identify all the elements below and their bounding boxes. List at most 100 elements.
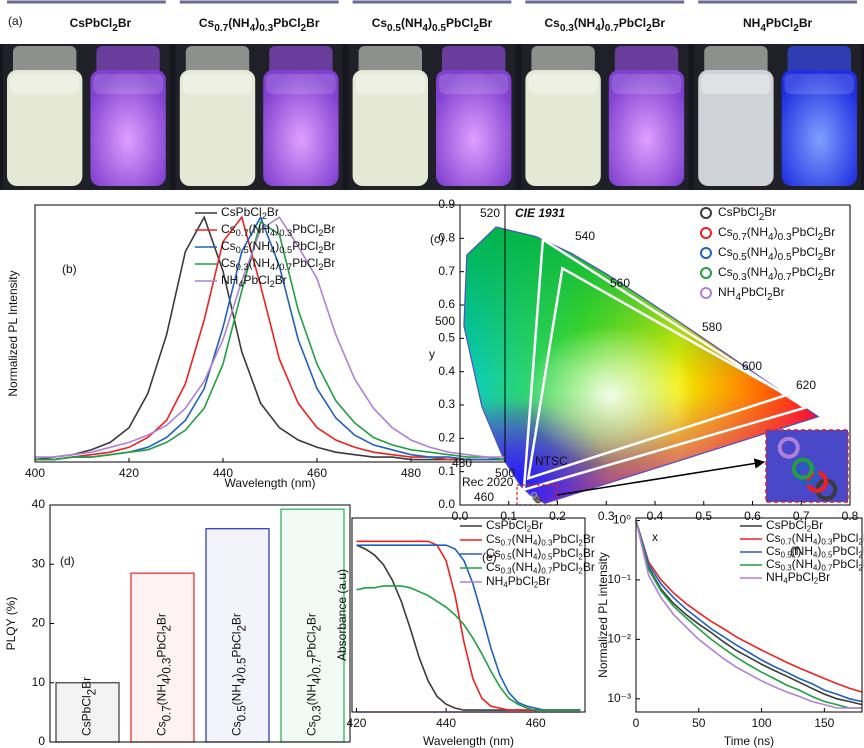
wavelength-label: 460 [474, 490, 494, 504]
legend-label: Cs0.7(NH4)0.3PbCl2Br [486, 532, 595, 547]
vial-glass [355, 74, 425, 94]
bar [130, 572, 195, 743]
series-line [35, 220, 506, 461]
x-tick-label: 460 [307, 466, 327, 480]
rec2020-triangle [522, 237, 809, 492]
wavelength-label: 540 [575, 229, 595, 243]
panel: 0 50 100 150 10⁰ 10⁻¹ 10⁻² 10⁻³ Time (ns) Normali… [596, 513, 864, 748]
x-axis-title: Time (ns) [724, 734, 774, 748]
y-tick-label: 0.7 [438, 264, 455, 278]
y-tick-label: 10⁻³ [607, 691, 631, 705]
legend-marker [700, 227, 712, 239]
y-tick-label: 0.8 [438, 231, 455, 245]
panel-label: (b) [62, 262, 77, 276]
x-tick-label: 0.8 [842, 509, 859, 523]
legend-marker [700, 287, 712, 299]
vial-glass [93, 74, 163, 94]
panel-label: (f) [790, 544, 801, 558]
panel: 420 440 460 Wavelength (nm) Absorbance (a.u)… [335, 517, 595, 748]
legend-marker [700, 267, 712, 279]
legend-label: NH4PbCl2Br [766, 570, 830, 585]
series-line [635, 520, 862, 709]
bar-label: Cs0.3(NH4)0.7PbCl2Br [305, 613, 324, 736]
y-axis-title: Absorbance (a.u) [335, 569, 349, 661]
vial-glass [701, 74, 771, 94]
x-tick-label: 50 [692, 716, 706, 730]
x-tick-label: 0.6 [744, 509, 761, 523]
x-tick-label: 0.4 [647, 509, 664, 523]
point [530, 491, 538, 499]
wavelength-label: 480 [452, 456, 472, 470]
legend-label: Cs0.7(NH4)0.3PbCl2Br [766, 531, 864, 546]
x-tick-label: 500 [495, 466, 515, 480]
bar-label: Cs0.7(NH4)0.3PbCl2Br [155, 613, 174, 736]
y-tick-label: 0.1 [438, 464, 455, 478]
y-tick-label: 30 [32, 556, 46, 570]
y-tick-label: 0.9 [438, 197, 455, 211]
vial-glass [439, 74, 509, 94]
vial-glass [611, 74, 682, 94]
x-tick-label: 400 [25, 466, 45, 480]
vial-glass [784, 74, 854, 94]
bar [205, 528, 270, 743]
y-tick-label: 0.2 [438, 431, 455, 445]
legend-label: Cs0.3(NH4)0.7PbCl2Br [486, 560, 595, 575]
y-tick-label: 0.4 [438, 364, 455, 378]
x-axis-title: x [652, 530, 658, 544]
y-tick-label: 0.5 [438, 331, 455, 345]
y-tick-label: 0.3 [438, 397, 455, 411]
bar-label: CsPbCl2Br [80, 677, 99, 736]
vial-glass [266, 74, 336, 94]
legend-label: CsPbCl2Br [718, 205, 776, 223]
series-line [635, 520, 862, 709]
x-tick-label: 420 [346, 716, 366, 730]
bar [280, 508, 345, 743]
bar [55, 682, 120, 743]
y-tick-label: 10⁻¹ [607, 572, 631, 586]
wavelength-label: 600 [742, 359, 762, 373]
y-axis-title: y [429, 347, 435, 361]
plot-frame [49, 504, 351, 743]
legend-label: Cs0.7(NH4)0.3PbCl2Br [718, 225, 835, 243]
legend-label: Cs0.5(NH4)0.5PbCl2Br [486, 546, 595, 561]
legend-marker [700, 207, 712, 219]
point [533, 496, 541, 503]
series-line [356, 585, 581, 711]
vial [263, 70, 339, 186]
legend-label: NH4PbCl2Br [221, 273, 287, 289]
legend-label: Cs0.3(NH4)0.7PbCl2Br [718, 265, 835, 283]
x-tick-label: 0.2 [549, 509, 566, 523]
legend-label: Cs0.5(NH4)0.5PbCl2Br [766, 544, 864, 559]
sample-label: NH4PbCl2Br [743, 16, 813, 34]
legend-marker [700, 247, 712, 259]
panel-label: (c) [430, 232, 444, 246]
y-tick-label: 40 [32, 497, 46, 511]
panel-label: (a) [8, 14, 23, 28]
x-tick-label: 0.7 [793, 509, 810, 523]
gamut-label: Rec 2020 [462, 475, 514, 489]
y-tick-label: 0.6 [438, 297, 455, 311]
y-tick-label: 10⁰ [613, 513, 631, 527]
vial [608, 70, 685, 186]
x-axis-title: Wavelength (nm) [225, 476, 316, 490]
vial [7, 70, 83, 186]
sample-label: Cs0.3(NH4)0.7PbCl2Br [544, 16, 665, 34]
zoom-arrow [556, 458, 766, 496]
legend-label: CsPbCl2Br [221, 205, 279, 221]
x-tick-label: 480 [401, 466, 421, 480]
vial-glass [182, 74, 253, 94]
vial [179, 70, 256, 186]
y-axis-title: PLQY (%) [4, 597, 18, 651]
panel-label: (e) [482, 550, 497, 564]
sample-label: CsPbCl2Br [70, 16, 132, 34]
bar-label: Cs0.5(NH4)0.5PbCl2Br [230, 613, 249, 736]
y-axis-title: Normalized PL intensity [596, 552, 610, 678]
wavelength-label: 520 [480, 206, 500, 220]
x-axis-title: Wavelength (nm) [423, 734, 514, 748]
series-line [635, 520, 863, 703]
wavelength-label: 580 [702, 320, 722, 334]
panel: 0.0 0.1 0.2 0.3 0.4 0.5 0.6 0.7 0.8 0.0 0.1 0.2 0.3 0… [429, 197, 859, 544]
legend-label: CsPbCl2Br [766, 518, 823, 533]
wavelength-label: 500 [435, 314, 455, 328]
